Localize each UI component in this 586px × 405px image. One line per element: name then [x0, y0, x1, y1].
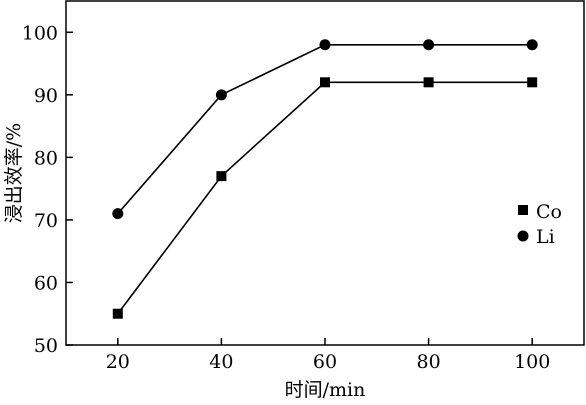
- plot-frame: [65, 0, 585, 346]
- x-tick-label-20: 20: [106, 351, 130, 373]
- data-point-li-20: [112, 208, 124, 220]
- series-line-co: [117, 81, 533, 315]
- x-axis-title: 时间/min: [285, 379, 366, 401]
- series-markers: [112, 39, 538, 319]
- legend: Co Li: [517, 201, 562, 248]
- x-tick-label-80: 80: [417, 351, 441, 373]
- data-point-co-20: [112, 308, 123, 319]
- data-point-co-40: [216, 171, 227, 182]
- y-tick-label-60: 60: [34, 272, 58, 294]
- y-axis-title: 浸出效率/%: [3, 123, 25, 223]
- y-axis-ticks: 50 60 70 80 90 100: [22, 22, 73, 357]
- y-tick-label-90: 90: [34, 85, 58, 107]
- legend-marker-li: [517, 230, 529, 242]
- legend-marker-co: [518, 205, 528, 215]
- data-point-co-100: [527, 77, 538, 88]
- legend-label-co: Co: [536, 201, 562, 223]
- legend-label-li: Li: [536, 226, 555, 248]
- x-axis-ticks: 20 40 60 80 100: [106, 338, 550, 373]
- data-point-li-100: [526, 39, 538, 51]
- x-tick-label-40: 40: [209, 351, 233, 373]
- data-point-li-60: [319, 39, 331, 51]
- data-point-li-80: [423, 39, 435, 51]
- data-point-li-40: [215, 89, 227, 101]
- x-tick-label-100: 100: [514, 351, 550, 373]
- y-tick-label-100: 100: [22, 22, 58, 44]
- x-tick-label-60: 60: [313, 351, 337, 373]
- y-tick-label-80: 80: [34, 147, 58, 169]
- series-line-li: [117, 43, 533, 215]
- data-point-co-80: [423, 77, 434, 88]
- y-tick-label-50: 50: [34, 335, 58, 357]
- y-tick-label-70: 70: [34, 210, 58, 232]
- data-point-co-60: [320, 77, 330, 88]
